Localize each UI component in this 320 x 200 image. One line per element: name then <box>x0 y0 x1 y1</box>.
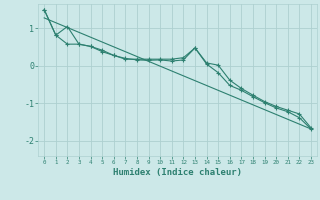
X-axis label: Humidex (Indice chaleur): Humidex (Indice chaleur) <box>113 168 242 177</box>
